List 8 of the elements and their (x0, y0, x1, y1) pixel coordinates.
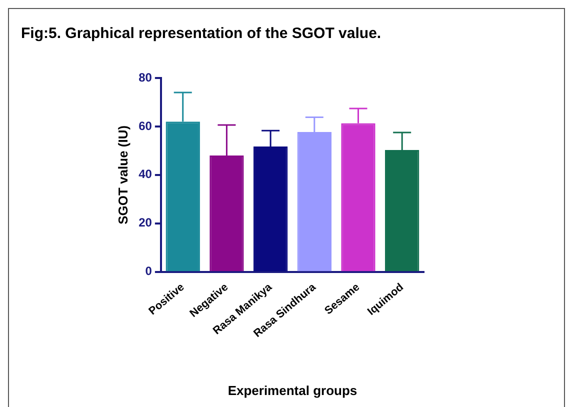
y-axis-title: SGOT value (IU) (115, 125, 130, 224)
x-axis-title: Experimental groups (228, 382, 358, 398)
y-tick-label: 40 (138, 167, 152, 182)
y-tick-label: 0 (145, 264, 152, 278)
y-tick-label: 60 (138, 118, 152, 133)
y-tick-label: 80 (138, 70, 152, 84)
y-tick-label: 20 (138, 216, 152, 230)
chart-title: Fig:5. Graphical representation of the SGOT value. (21, 25, 382, 42)
